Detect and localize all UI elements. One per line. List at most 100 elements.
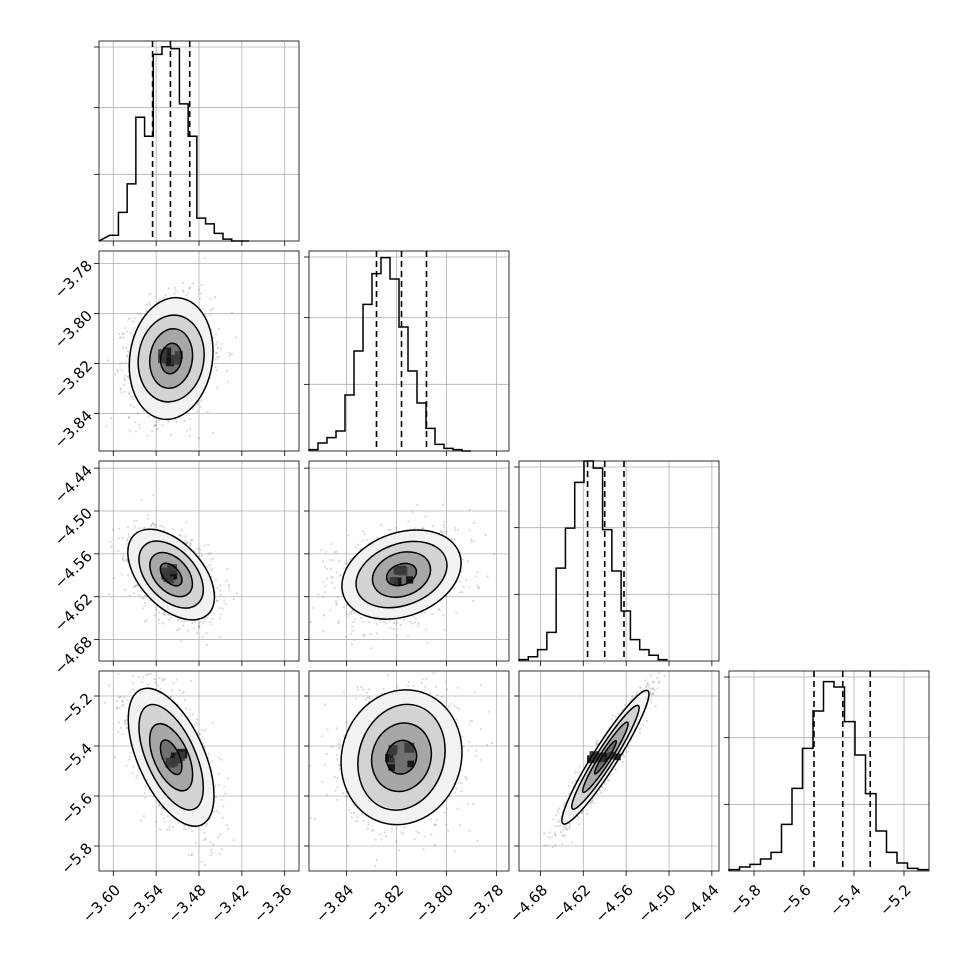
histogram-1	[308, 256, 471, 452]
sample-point	[389, 627, 392, 630]
sample-point	[216, 341, 219, 344]
sample-point	[389, 528, 392, 531]
sample-point	[134, 584, 137, 587]
sample-point	[218, 617, 221, 620]
sample-point	[312, 606, 315, 609]
sample-point	[322, 580, 325, 583]
sample-point	[133, 520, 136, 523]
sample-point	[147, 514, 150, 517]
sample-point	[137, 411, 140, 414]
sample-point	[431, 612, 434, 616]
sample-point	[126, 355, 129, 358]
sample-point	[210, 569, 213, 572]
sample-point	[163, 611, 166, 614]
sample-point	[324, 584, 327, 588]
sample-point	[216, 386, 219, 389]
sample-point	[127, 415, 131, 419]
sample-point	[388, 620, 391, 623]
sample-point	[120, 573, 123, 576]
contour-line	[149, 551, 194, 598]
sample-point	[117, 549, 120, 553]
sample-point	[226, 381, 229, 384]
sample-point	[362, 634, 365, 637]
sample-point	[88, 356, 90, 358]
sample-point	[154, 526, 157, 529]
sample-point	[349, 557, 352, 561]
sample-point	[335, 603, 338, 607]
sample-point	[193, 620, 196, 623]
sample-point	[335, 571, 338, 574]
sample-point	[323, 591, 327, 594]
sample-point	[198, 551, 201, 554]
sample-point	[178, 533, 181, 537]
density-core	[394, 577, 402, 585]
sample-point	[208, 620, 211, 623]
scatter-panel-1-0-contours	[128, 296, 214, 421]
sample-point	[232, 598, 235, 601]
sample-point	[215, 599, 218, 602]
sample-point	[399, 623, 402, 627]
sample-point	[211, 617, 214, 621]
sample-point	[189, 544, 192, 548]
sample-point	[182, 290, 185, 294]
sample-point	[214, 333, 217, 336]
sample-point	[179, 640, 182, 643]
sample-point	[454, 526, 457, 530]
sample-point	[112, 528, 115, 532]
sample-point	[192, 407, 195, 411]
sample-point	[219, 584, 222, 587]
sample-point	[392, 621, 396, 624]
sample-point	[212, 557, 215, 560]
sample-point	[123, 390, 126, 393]
sample-point	[147, 415, 150, 418]
contour-line	[385, 562, 418, 587]
sample-point	[187, 629, 190, 632]
sample-point	[443, 629, 446, 632]
hist-panel-2	[514, 460, 720, 666]
sample-point	[125, 354, 128, 357]
sample-point	[127, 535, 130, 538]
sample-point	[210, 552, 213, 555]
sample-point	[189, 538, 193, 542]
sample-point	[342, 606, 345, 609]
sample-point	[330, 542, 333, 546]
sample-point	[351, 610, 354, 613]
sample-point	[337, 621, 340, 625]
sample-point	[171, 527, 174, 531]
sample-point	[121, 558, 124, 561]
sample-point	[442, 524, 445, 527]
sample-point	[139, 313, 142, 316]
sample-point	[179, 534, 182, 537]
sample-point	[141, 607, 144, 610]
sample-point	[186, 540, 189, 543]
sample-point	[142, 597, 145, 600]
sample-point	[128, 429, 131, 432]
sample-point	[384, 622, 387, 625]
sample-point	[349, 611, 352, 614]
sample-point	[234, 336, 237, 339]
sample-point	[146, 434, 149, 437]
sample-point	[185, 294, 188, 297]
sample-point	[184, 539, 187, 542]
sample-point	[193, 627, 196, 630]
sample-point	[353, 612, 356, 615]
sample-point	[197, 288, 200, 291]
sample-point	[458, 580, 462, 583]
scatter-panel-2-1-plot-area	[309, 503, 496, 650]
sample-point	[352, 629, 355, 632]
sample-point	[122, 554, 125, 558]
sample-point	[127, 393, 131, 396]
sample-point	[155, 608, 158, 611]
sample-point	[150, 524, 153, 528]
sample-point	[110, 417, 113, 420]
contour-line	[355, 540, 448, 609]
sample-point	[443, 520, 446, 523]
sample-point	[148, 301, 151, 304]
sample-point	[151, 494, 155, 497]
sample-point	[138, 594, 141, 597]
sample-point	[409, 621, 412, 624]
contour-line	[128, 296, 214, 421]
sample-point	[344, 635, 347, 638]
sample-point	[144, 594, 147, 597]
sample-point	[413, 527, 416, 530]
